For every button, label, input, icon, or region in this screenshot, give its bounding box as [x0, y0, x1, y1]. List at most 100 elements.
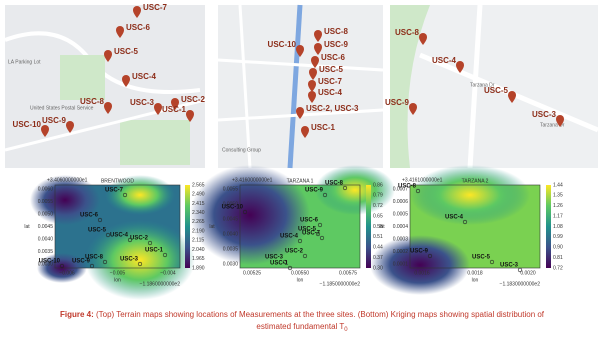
- map-pin: [41, 125, 49, 137]
- x-tick-label: 0.00550: [291, 270, 309, 276]
- sensor-point: [427, 253, 433, 259]
- x-tick-label: −0.004: [160, 270, 176, 276]
- y-tick-label: 0.0055: [223, 186, 239, 192]
- sensor-point: [242, 209, 248, 215]
- street-label: United States Postal Service: [30, 105, 94, 111]
- y-tick-label: 0.0002: [393, 249, 409, 255]
- map-pin: [296, 45, 304, 57]
- point-label: USC-10: [222, 205, 244, 211]
- point-label: USC-4: [110, 233, 129, 239]
- map-pin: [314, 30, 322, 42]
- y-offset: +3.4160000000e1: [232, 177, 273, 183]
- map-pin: [296, 107, 304, 119]
- map-pin: [104, 102, 112, 114]
- sensor-point: [415, 188, 421, 194]
- point-label: USC-2: [285, 249, 304, 255]
- colorbar-tick-label: 2.490: [192, 192, 205, 198]
- point-label: USC-10: [39, 259, 61, 265]
- caption-sub: 0: [344, 327, 348, 333]
- map-pin: [133, 6, 141, 18]
- pin-label: USC-4: [318, 88, 343, 97]
- pin-label: USC-8: [324, 27, 349, 36]
- sensor-point: [317, 222, 323, 228]
- point-label: USC-8: [85, 255, 104, 261]
- sensor-point: [322, 192, 328, 198]
- point-label: USC-3: [120, 257, 139, 263]
- sensor-point: [105, 232, 111, 238]
- colorbar-tick-label: 0.79: [373, 193, 383, 199]
- pin-label: USC-1: [311, 123, 336, 132]
- map-pin: [311, 56, 319, 68]
- map-pin: [122, 75, 130, 87]
- colorbar-tick-label: 2.415: [192, 201, 205, 207]
- sensor-point: [59, 263, 65, 269]
- sensor-point: [302, 253, 308, 259]
- sensor-point: [462, 219, 468, 225]
- point-label: USC-6: [300, 218, 319, 224]
- pin-label: USC-4: [132, 72, 157, 81]
- map-pin: [409, 103, 417, 115]
- colorbar-tick-label: 2.565: [192, 182, 205, 188]
- colorbar-tick-label: 1.17: [553, 213, 563, 219]
- x-tick-label: 0.0018: [467, 270, 483, 276]
- pin-label: USC-9: [42, 116, 67, 125]
- map-pin: [66, 121, 74, 133]
- colorbar-tick-label: 2.115: [192, 238, 204, 244]
- x-label: lon: [472, 277, 479, 283]
- street-label: Tarzana Dr: [540, 122, 565, 128]
- y-tick-label: 0.0001: [393, 261, 409, 267]
- x-offset: −1.1850000000e2: [320, 281, 361, 287]
- colorbar-tick-label: 2.040: [192, 247, 205, 253]
- plot-title: BRENTWOOD: [101, 178, 134, 184]
- pin-label: USC-10: [268, 40, 297, 49]
- colorbar-tick-label: 0.51: [373, 234, 383, 240]
- plot-title: TARZANA 2: [462, 178, 489, 184]
- point-label: USC-9: [410, 249, 429, 255]
- map-pin: [556, 115, 564, 127]
- y-tick-label: 0.0045: [223, 216, 239, 222]
- sensor-point: [489, 259, 495, 265]
- y-label: lat: [24, 224, 30, 230]
- colorbar-tick-label: 0.81: [553, 255, 563, 261]
- colorbar-tick-label: 2.190: [192, 228, 205, 234]
- pin-label: USC-8: [395, 28, 420, 37]
- caption-text: estimated fundamental T: [256, 322, 344, 331]
- pin-label: USC-10: [13, 120, 42, 129]
- map-backgrounds: [4, 4, 599, 169]
- sensor-point: [162, 252, 168, 258]
- y-tick-label: 0.0007: [393, 186, 409, 192]
- map-pin: [309, 68, 317, 80]
- point-label: USC-3: [500, 263, 519, 269]
- colorbar-tick-label: 0.65: [373, 213, 383, 219]
- map-pin: [116, 26, 124, 38]
- sensor-point: [147, 240, 153, 246]
- y-tick-label: 0.0006: [393, 199, 409, 205]
- colorbar-tick-label: 1.26: [553, 203, 563, 209]
- map-pin: [308, 80, 316, 92]
- sensor-point: [517, 267, 523, 273]
- point-label: USC-6: [80, 213, 99, 219]
- point-label: USC-1: [145, 248, 164, 254]
- map-pin: [508, 91, 516, 103]
- y-tick-label: 0.0040: [223, 231, 239, 237]
- y-label: lat: [209, 224, 215, 230]
- map-pin: [308, 91, 316, 103]
- point-label: USC-1: [270, 261, 289, 267]
- y-tick-label: 0.0045: [38, 224, 54, 230]
- y-offset: +3.4060000000e1: [47, 177, 88, 183]
- point-label: USC-5: [472, 255, 491, 261]
- colorbar-tick-label: 0.90: [553, 245, 563, 251]
- plot-frame: [409, 184, 541, 269]
- y-offset: +3.4161000000e1: [402, 177, 443, 183]
- map-pin: [154, 103, 162, 115]
- pin-label: USC-4: [432, 56, 457, 65]
- sensor-point: [127, 237, 133, 243]
- caption-line: Figure 4: (Top) Terrain maps showing loc…: [60, 310, 545, 319]
- colorbar-tick-label: 0.37: [373, 255, 383, 261]
- point-label: USC-4: [280, 234, 299, 240]
- street-label: Tarzana Dr: [470, 82, 495, 88]
- point-label: USC-8: [325, 181, 344, 187]
- sensor-point: [89, 263, 95, 269]
- point-label: USC-7: [302, 231, 321, 237]
- y-tick-label: 0.0035: [223, 246, 239, 252]
